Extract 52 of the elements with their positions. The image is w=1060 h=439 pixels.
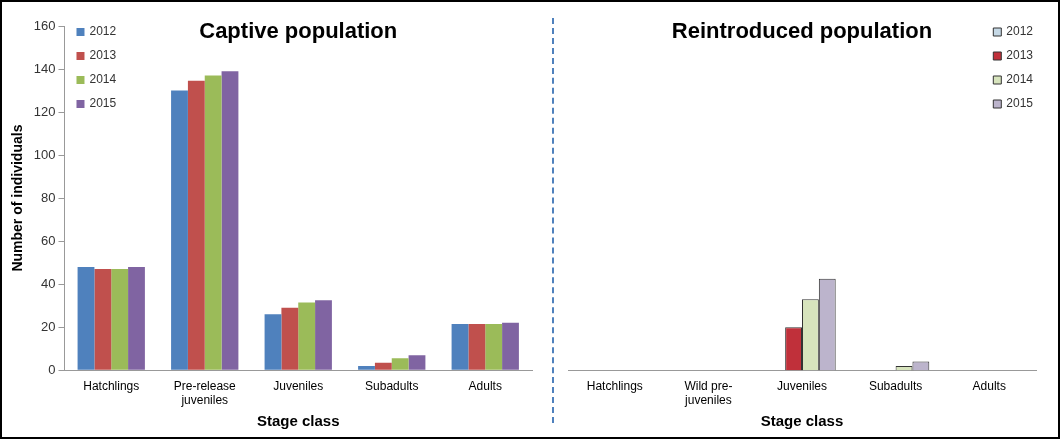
bar [391,358,409,370]
y-tick-label: 100 [33,146,56,162]
bar [111,269,129,370]
bar [315,300,332,370]
chart-title: Reintroduced population [671,18,933,44]
y-tick-label: 60 [41,232,56,248]
legend-label: 2013 [1006,48,1034,63]
y-tick-label: 140 [33,60,56,76]
bar [264,314,282,370]
bar [451,323,469,370]
bar [374,362,392,370]
y-tick-label: 160 [33,17,56,33]
x-tick-label: Adults [468,378,502,393]
x-axis-title: Stage class [256,412,340,430]
x-tick-label: Adults [972,378,1006,393]
x-tick-label: Juveniles [776,378,828,393]
y-axis-title: Number of individuals [9,124,26,272]
bar [204,75,222,370]
y-tick-label: 0 [48,361,56,377]
x-tick-label: Wild pre-juveniles [684,378,733,408]
legend-label: 2015 [89,96,117,111]
x-tick-label: Subadults [365,378,419,393]
bar [221,71,239,370]
bar [171,90,188,370]
legend-label: 2012 [89,24,117,39]
bar [94,269,112,370]
x-tick-label: Pre-release juveniles [173,378,237,408]
y-tick-label: 40 [41,275,56,291]
x-tick-label: Hatchlings [586,378,643,393]
legend-label: 2014 [1006,72,1034,87]
legend-label: 2013 [89,48,117,63]
bar [281,307,299,370]
bar [468,323,486,370]
x-axis-title: Stage class [760,412,844,430]
bar [358,365,375,370]
bar [77,266,95,370]
chart-title: Captive population [199,18,398,44]
x-tick-label: Subadults [868,378,923,393]
y-tick-label: 120 [33,103,56,119]
y-tick-label: 20 [41,318,56,334]
bar [187,80,205,370]
bar [298,302,316,370]
y-tick-label: 80 [41,189,56,205]
legend-label: 2012 [1006,24,1034,39]
legend-label: 2014 [89,72,117,87]
bar [128,266,145,370]
bar [408,355,426,370]
x-tick-label: Juveniles [273,378,324,393]
bar [485,323,503,370]
bar [502,322,519,370]
x-tick-label: Hatchlings [83,378,140,393]
legend-label: 2015 [1006,96,1034,111]
